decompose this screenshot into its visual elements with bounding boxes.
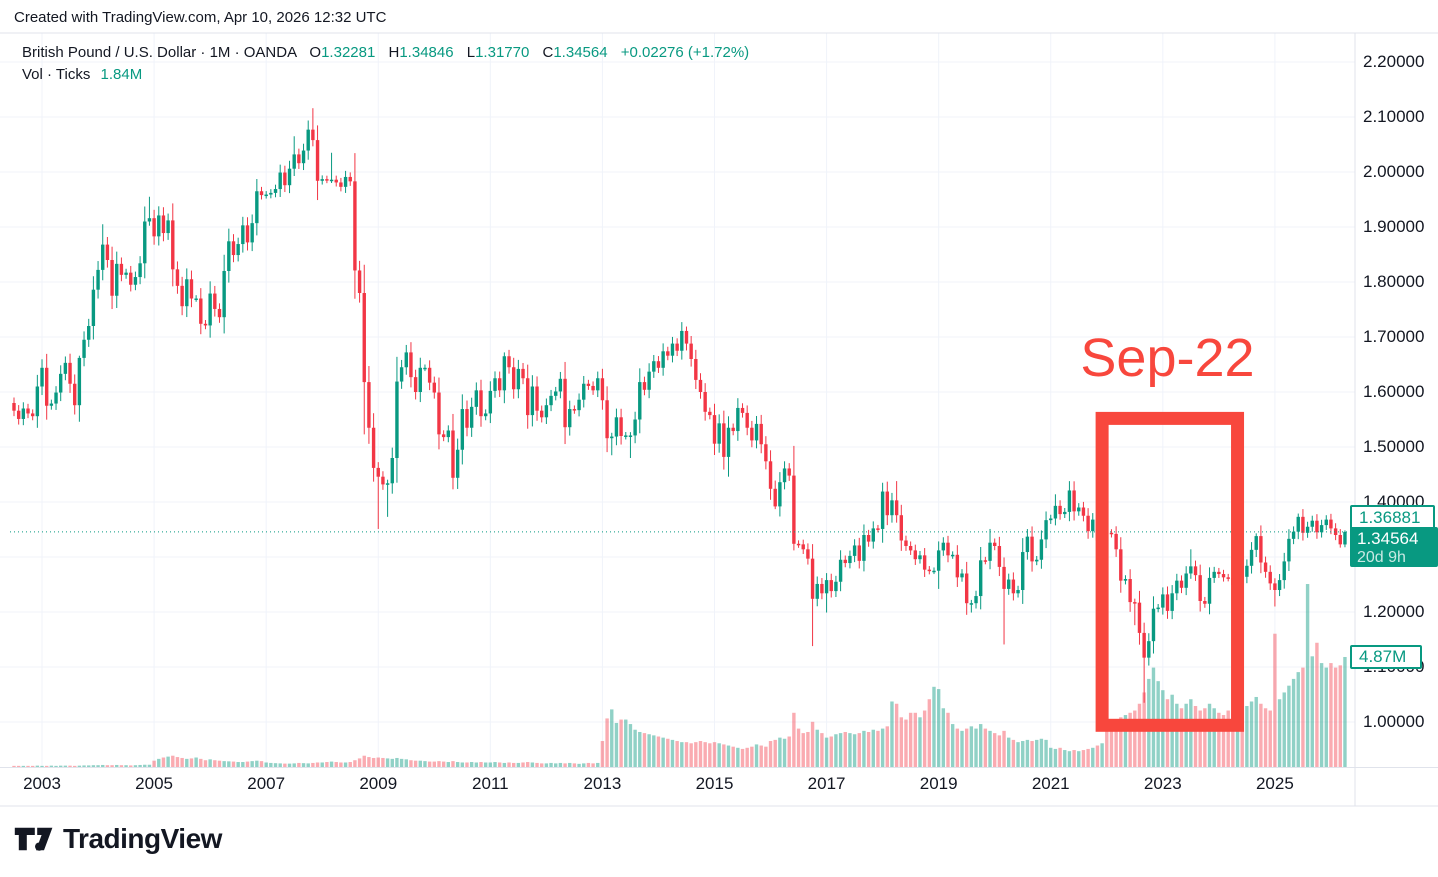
sep22-annotation[interactable]: Sep-22 <box>1080 328 1255 732</box>
gridlines <box>0 33 1355 768</box>
time-tick: 2015 <box>695 774 734 793</box>
open-value: 1.32281 <box>321 44 376 61</box>
close-value: 1.34564 <box>553 44 608 61</box>
candles <box>12 108 1347 703</box>
time-tick: 2021 <box>1031 774 1070 793</box>
volume-axis-label: 4.87M <box>1350 644 1422 669</box>
price-tick: 1.20000 <box>1363 602 1425 621</box>
price-tick: 1.50000 <box>1363 437 1425 456</box>
symbol-title: British Pound / U.S. Dollar · 1M · OANDA <box>22 44 297 61</box>
price-tick: 2.10000 <box>1363 107 1425 126</box>
volume-bars <box>12 584 1347 767</box>
price-tick: 1.00000 <box>1363 712 1425 731</box>
volume-legend-label: Vol · Ticks <box>22 66 91 83</box>
time-tick: 2009 <box>359 774 398 793</box>
time-tick: 2023 <box>1143 774 1182 793</box>
price-tick: 1.90000 <box>1363 217 1425 236</box>
bar-countdown: 20d 9h <box>1357 548 1406 566</box>
time-tick: 2017 <box>807 774 846 793</box>
sep22-text[interactable]: Sep-22 <box>1080 328 1254 388</box>
close-label: C1.34564 <box>542 44 608 61</box>
price-axis[interactable]: 2.20000 2.10000 2.00000 1.90000 1.80000 1.700… <box>1356 33 1438 806</box>
low-value: 1.31770 <box>475 44 530 61</box>
time-tick: 2019 <box>919 774 958 793</box>
tradingview-logo-icon <box>14 827 53 851</box>
symbol-legend: British Pound / U.S. Dollar · 1M · OANDA… <box>22 44 749 61</box>
time-tick: 2003 <box>23 774 61 793</box>
last-price-value: 1.34564 <box>1357 528 1419 548</box>
last-price-label: 1.34564 20d 9h <box>1350 526 1438 567</box>
price-tick: 2.00000 <box>1363 162 1425 181</box>
high-value: 1.34846 <box>399 44 454 61</box>
high-label: H1.34846 <box>388 44 454 61</box>
volume-legend-value: 1.84M <box>100 66 143 83</box>
open-label: O1.32281 <box>309 44 376 61</box>
time-tick: 2013 <box>583 774 622 793</box>
tradingview-logo[interactable]: TradingView <box>14 820 222 858</box>
volume-legend: Vol · Ticks 1.84M <box>22 66 142 83</box>
sep22-rectangle[interactable] <box>1095 411 1245 732</box>
price-tick: 1.60000 <box>1363 382 1425 401</box>
price-tick: 2.20000 <box>1363 52 1425 71</box>
time-tick: 2005 <box>135 774 174 793</box>
created-with-line: Created with TradingView.com, Apr 10, 20… <box>14 9 387 26</box>
time-tick: 2011 <box>472 774 509 793</box>
time-tick: 2025 <box>1255 774 1294 793</box>
time-tick: 2007 <box>247 774 286 793</box>
tradingview-logo-text: TradingView <box>63 823 222 854</box>
price-tick: 1.70000 <box>1363 327 1425 346</box>
price-tick: 1.80000 <box>1363 272 1425 291</box>
change-value: +0.02276 (+1.72%) <box>620 44 750 61</box>
low-label: L1.31770 <box>466 44 530 61</box>
time-axis[interactable]: 2003 2005 2007 2009 2011 2013 2015 2017 2019 2021… <box>0 768 1355 806</box>
